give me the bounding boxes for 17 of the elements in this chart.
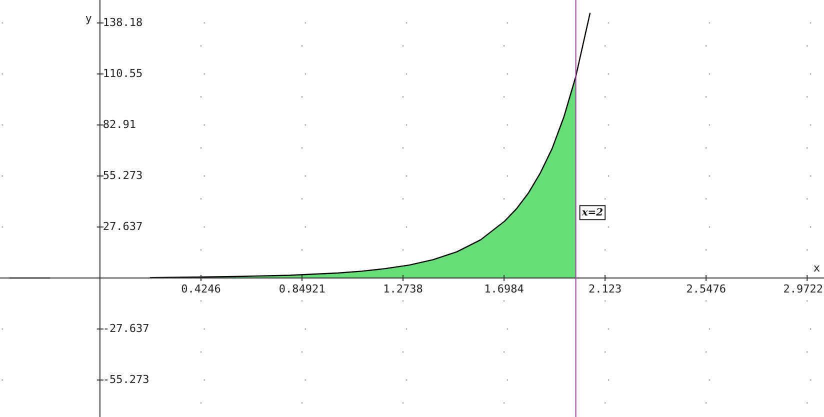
x-tick-label: 2.5476 (686, 282, 726, 296)
y-tick-label: -55.273 (102, 372, 150, 386)
y-tick-label: 27.637 (102, 220, 143, 233)
x-tick-label: 1.6984 (484, 282, 524, 296)
x-tick-label: 2.9722 (783, 282, 823, 296)
y-axis-title: y (85, 12, 92, 25)
x-axis-title: x (813, 261, 820, 274)
y-tick-label: 82.91 (102, 118, 136, 131)
y-tick-label: -27.637 (102, 322, 150, 335)
y-tick-label: 55.273 (102, 168, 143, 182)
y-tick-label: 138.18 (102, 16, 143, 29)
y-tick-label: 110.55 (102, 66, 143, 80)
x-tick-label: 0.4246 (181, 282, 221, 296)
x-tick-label: 2.123 (588, 282, 622, 296)
x-tick-label: 1.2738 (383, 282, 423, 296)
ref-line-label: x=2 (580, 207, 604, 218)
x-tick-label: 0.84921 (278, 282, 326, 296)
